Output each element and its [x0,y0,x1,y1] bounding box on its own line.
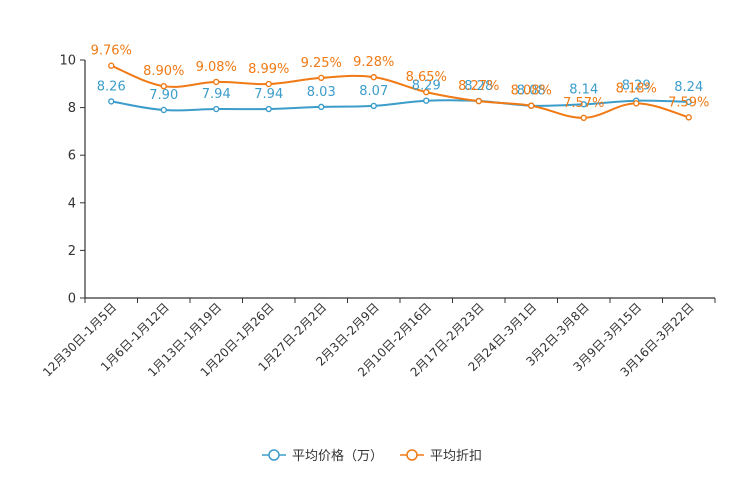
data-label: 8.08% [511,84,552,99]
data-label: 8.90% [143,64,184,79]
data-label: 8.26 [97,79,126,94]
data-label: 8.14 [569,82,598,97]
data-point [370,102,377,110]
y-tick-label: 8 [68,101,76,116]
data-point [213,105,220,113]
legend: 平均价格（万） 平均折扣 [262,448,482,464]
y-tick-label: 0 [68,292,76,307]
data-point [318,103,325,111]
data-point [423,97,430,104]
data-point [265,80,272,88]
data-point [423,88,430,96]
series-line-2 [110,64,690,119]
data-point [475,97,482,105]
data-point [108,98,115,105]
data-point [633,100,640,107]
y-tick-label: 4 [68,196,76,211]
data-point [213,78,220,86]
data-point [685,114,692,121]
data-label: 8.18% [616,81,657,96]
data-label: 7.94 [254,87,283,102]
y-tick-label: 2 [68,244,76,259]
y-tick-label: 6 [68,149,76,164]
data-label: 8.27% [458,79,499,94]
data-label: 8.08 [517,84,546,99]
data-label: 8.24 [674,80,703,95]
data-point [685,98,692,106]
data-label: 7.59% [668,95,709,110]
data-label: 7.57% [563,96,604,111]
data-label: 8.65% [406,70,447,85]
legend-label: 平均价格（万） [292,448,383,464]
data-point [580,114,587,122]
data-label: 9.08% [196,60,237,75]
data-label: 8.29 [622,79,651,94]
legend-marker [268,449,280,461]
data-point [108,62,115,69]
series-layer [108,62,692,122]
data-label: 8.99% [248,62,289,77]
data-label: 9.76% [91,44,132,59]
data-point [580,101,587,108]
data-point [160,106,167,114]
legend-label: 平均折扣 [430,449,482,464]
data-label: 8.03 [307,85,336,100]
data-label: 9.28% [353,55,394,70]
data-point [160,82,167,90]
series-line-1 [111,99,689,112]
data-label: 7.94 [202,87,231,102]
data-label: 8.29 [412,79,441,94]
data-point [528,102,535,109]
legend-marker [406,449,418,461]
data-label: 8.28 [464,79,493,94]
y-tick-label: 10 [59,54,76,69]
data-labels-layer: 8.26 7.90 7.94 7.94 8.03 8.07 8.29 8.28 8.08 8.14… [91,44,710,111]
data-label: 9.25% [301,56,342,71]
data-point [370,73,377,81]
data-point [318,74,325,82]
data-point [265,105,272,113]
data-label: 7.90 [149,88,178,103]
data-label: 8.07 [359,84,388,99]
